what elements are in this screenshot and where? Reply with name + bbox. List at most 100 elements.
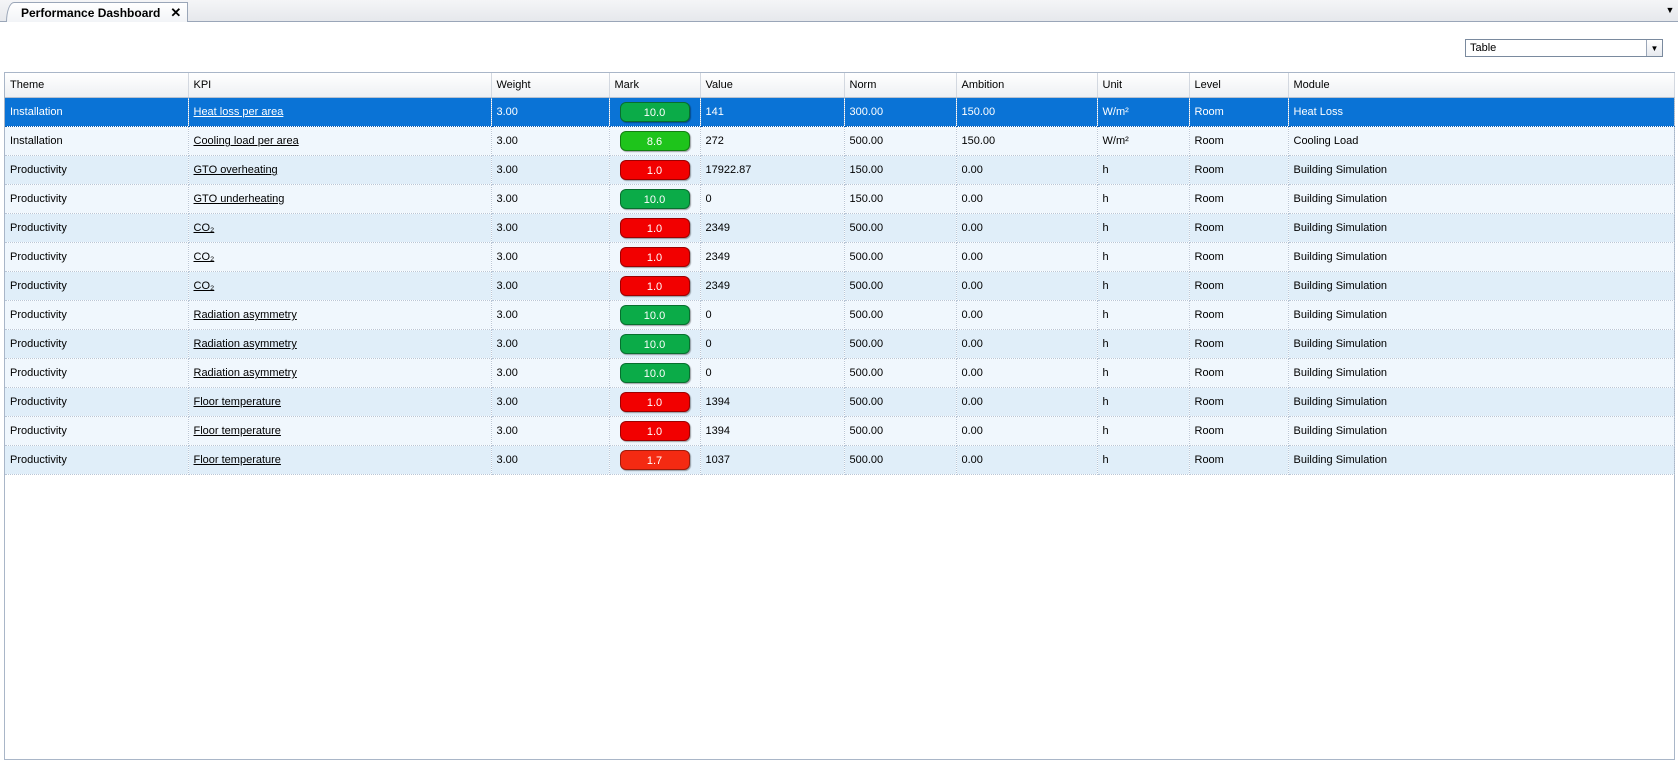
kpi-link[interactable]: CO₂ [193,222,215,234]
tab-strip: Performance Dashboard ✕ ▼ [0,0,1678,22]
cell-level: Room [1189,416,1289,446]
kpi-link[interactable]: GTO underheating [193,193,285,205]
cell-mark: 10.0 [609,358,701,388]
cell-theme: Productivity [5,242,189,272]
column-header-mark[interactable]: Mark [609,73,701,98]
cell-ambition: 0.00 [956,242,1098,272]
cell-ambition: 0.00 [956,387,1098,417]
close-icon[interactable]: ✕ [170,4,182,20]
cell-weight: 3.00 [491,126,610,156]
cell-theme: Productivity [5,271,189,301]
kpi-link[interactable]: Radiation asymmetry [193,309,297,321]
table-row[interactable]: Productivity Floor temperature 3.00 1.7 1037… [5,445,1675,475]
cell-weight: 3.00 [491,155,610,185]
cell-kpi: Floor temperature [188,445,492,475]
cell-theme: Productivity [5,416,189,446]
kpi-link[interactable]: Radiation asymmetry [193,338,297,350]
kpi-link[interactable]: Radiation asymmetry [193,367,297,379]
column-header-unit[interactable]: Unit [1097,73,1190,98]
cell-norm: 500.00 [844,126,957,156]
tab-performance-dashboard[interactable]: Performance Dashboard ✕ [6,2,188,22]
mark-badge: 1.0 [619,160,690,180]
cell-ambition: 0.00 [956,329,1098,359]
mark-badge: 10.0 [619,305,690,325]
cell-norm: 500.00 [844,445,957,475]
mark-badge: 10.0 [619,363,690,383]
cell-module: Building Simulation [1288,155,1675,185]
cell-value: 1394 [700,387,845,417]
cell-norm: 500.00 [844,271,957,301]
column-header-level[interactable]: Level [1189,73,1289,98]
cell-theme: Productivity [5,300,189,330]
cell-unit: h [1097,445,1190,475]
chevron-down-icon[interactable]: ▼ [1646,40,1662,56]
cell-module: Heat Loss [1288,97,1675,127]
cell-module: Building Simulation [1288,387,1675,417]
mark-badge: 10.0 [619,189,690,209]
cell-level: Room [1189,155,1289,185]
cell-kpi: Cooling load per area [188,126,492,156]
table-row[interactable]: Productivity Floor temperature 3.00 1.0 1394… [5,416,1675,446]
kpi-link[interactable]: Floor temperature [193,396,281,408]
table-row[interactable]: Productivity Floor temperature 3.00 1.0 1394… [5,387,1675,417]
cell-mark: 8.6 [609,126,701,156]
cell-norm: 500.00 [844,300,957,330]
cell-weight: 3.00 [491,97,610,127]
cell-mark: 1.0 [609,271,701,301]
cell-level: Room [1189,358,1289,388]
kpi-link[interactable]: Floor temperature [193,454,281,466]
cell-kpi: Floor temperature [188,416,492,446]
table-row[interactable]: Productivity GTO overheating 3.00 1.0 17922.… [5,155,1675,185]
cell-kpi: CO₂ [188,271,492,301]
cell-weight: 3.00 [491,242,610,272]
tab-menu-chevron-down-icon[interactable]: ▼ [1665,5,1675,15]
cell-unit: h [1097,358,1190,388]
kpi-link[interactable]: Cooling load per area [193,135,299,147]
kpi-link[interactable]: Heat loss per area [193,106,284,118]
table-row[interactable]: Productivity Radiation asymmetry 3.00 10.0 0… [5,329,1675,359]
table-row[interactable]: Productivity CO₂ 3.00 1.0 2349 500.00 0.00 h Roo… [5,271,1675,301]
column-header-ambition[interactable]: Ambition [956,73,1098,98]
view-select[interactable]: Table ▼ [1465,39,1663,57]
cell-ambition: 0.00 [956,155,1098,185]
cell-norm: 500.00 [844,242,957,272]
cell-weight: 3.00 [491,213,610,243]
table-row[interactable]: Productivity Radiation asymmetry 3.00 10.0 0… [5,358,1675,388]
cell-norm: 500.00 [844,329,957,359]
cell-kpi: GTO overheating [188,155,492,185]
cell-theme: Productivity [5,358,189,388]
column-header-norm[interactable]: Norm [844,73,957,98]
cell-level: Room [1189,300,1289,330]
cell-level: Room [1189,97,1289,127]
table-row[interactable]: Installation Heat loss per area 3.00 10.0 14… [5,97,1675,127]
kpi-link[interactable]: GTO overheating [193,164,278,176]
cell-unit: h [1097,416,1190,446]
kpi-link[interactable]: CO₂ [193,251,215,263]
cell-ambition: 150.00 [956,97,1098,127]
column-header-theme[interactable]: Theme [5,73,189,98]
column-header-weight[interactable]: Weight [491,73,610,98]
table-row[interactable]: Productivity CO₂ 3.00 1.0 2349 500.00 0.00 h Roo… [5,213,1675,243]
cell-value: 2349 [700,242,845,272]
column-header-value[interactable]: Value [700,73,845,98]
kpi-link[interactable]: CO₂ [193,280,215,292]
cell-unit: h [1097,242,1190,272]
cell-ambition: 0.00 [956,445,1098,475]
cell-unit: h [1097,271,1190,301]
column-header-module[interactable]: Module [1288,73,1675,98]
table-row[interactable]: Installation Cooling load per area 3.00 8.6… [5,126,1675,156]
cell-mark: 10.0 [609,300,701,330]
column-header-kpi[interactable]: KPI [188,73,492,98]
cell-unit: W/m² [1097,126,1190,156]
cell-value: 1037 [700,445,845,475]
table-row[interactable]: Productivity Radiation asymmetry 3.00 10.0 0… [5,300,1675,330]
table-row[interactable]: Productivity CO₂ 3.00 1.0 2349 500.00 0.00 h Roo… [5,242,1675,272]
cell-module: Building Simulation [1288,329,1675,359]
table-row[interactable]: Productivity GTO underheating 3.00 10.0 0 150… [5,184,1675,214]
cell-value: 17922.87 [700,155,845,185]
cell-kpi: Floor temperature [188,387,492,417]
cell-theme: Productivity [5,184,189,214]
cell-mark: 1.0 [609,416,701,446]
cell-mark: 1.7 [609,445,701,475]
kpi-link[interactable]: Floor temperature [193,425,281,437]
